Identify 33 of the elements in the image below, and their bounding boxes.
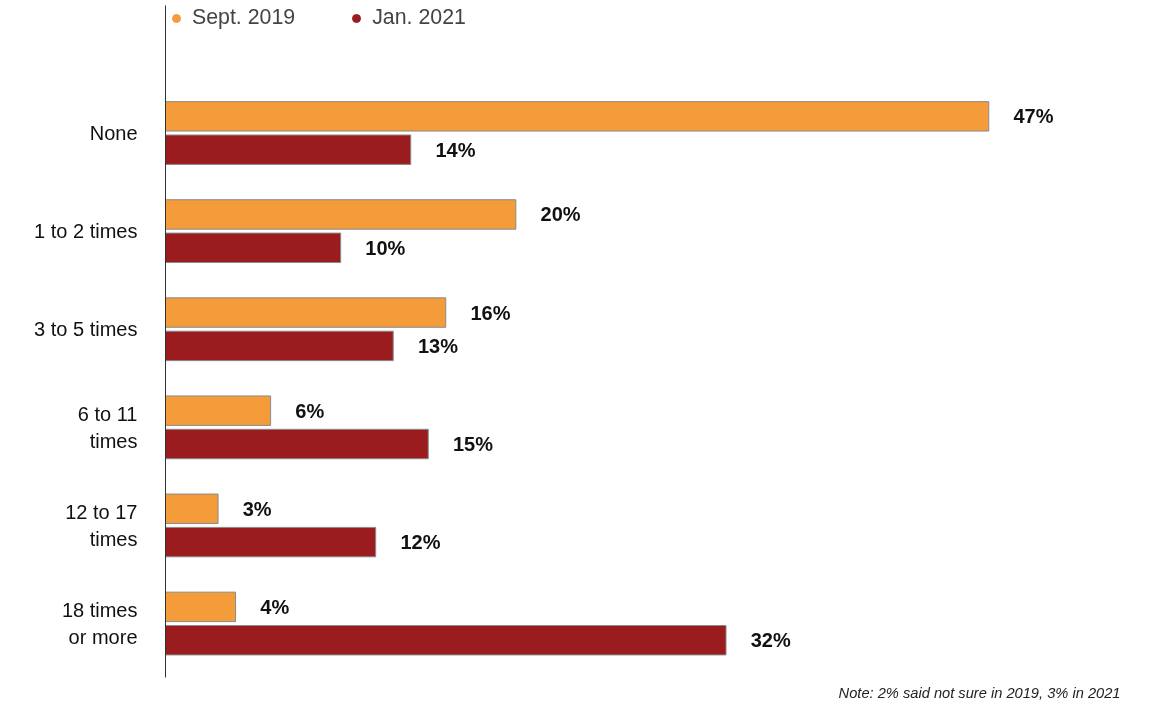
bar <box>165 428 429 460</box>
bar <box>165 591 237 623</box>
bar <box>165 330 394 362</box>
y-tick-label: 18 times or more <box>61 599 138 648</box>
bar <box>165 134 412 165</box>
legend-label: Jan. 2021 <box>372 5 466 30</box>
data-label: 6% <box>295 399 325 422</box>
y-tick-label: None <box>89 122 138 145</box>
data-label: 20% <box>540 203 581 226</box>
data-label: 15% <box>452 433 494 456</box>
data-label: 12% <box>400 531 441 554</box>
data-label: 3% <box>242 497 272 520</box>
data-label: 14% <box>435 138 476 161</box>
data-label: 47% <box>1013 105 1054 128</box>
bar <box>165 493 219 524</box>
legend-label: Sept. 2019 <box>192 5 296 30</box>
data-label: 13% <box>417 334 459 357</box>
data-label: 32% <box>750 629 791 652</box>
data-label: 10% <box>365 236 406 259</box>
y-tick-label: 3 to 5 times <box>34 318 138 341</box>
bar <box>165 297 447 328</box>
bar <box>165 625 727 656</box>
data-label: 16% <box>470 301 511 324</box>
bar <box>165 199 517 230</box>
y-tick-label: 6 to 11 times <box>77 403 138 452</box>
bar <box>165 232 342 264</box>
y-tick-label: 1 to 2 times <box>34 220 138 243</box>
bar <box>165 526 377 558</box>
bar <box>165 101 990 132</box>
data-label: 4% <box>260 595 290 618</box>
text: Note: 2% said not sure in 2019, 3% in 2021 <box>838 684 1121 701</box>
y-tick-label: 12 to 17 times <box>65 501 138 550</box>
bar <box>165 395 272 426</box>
